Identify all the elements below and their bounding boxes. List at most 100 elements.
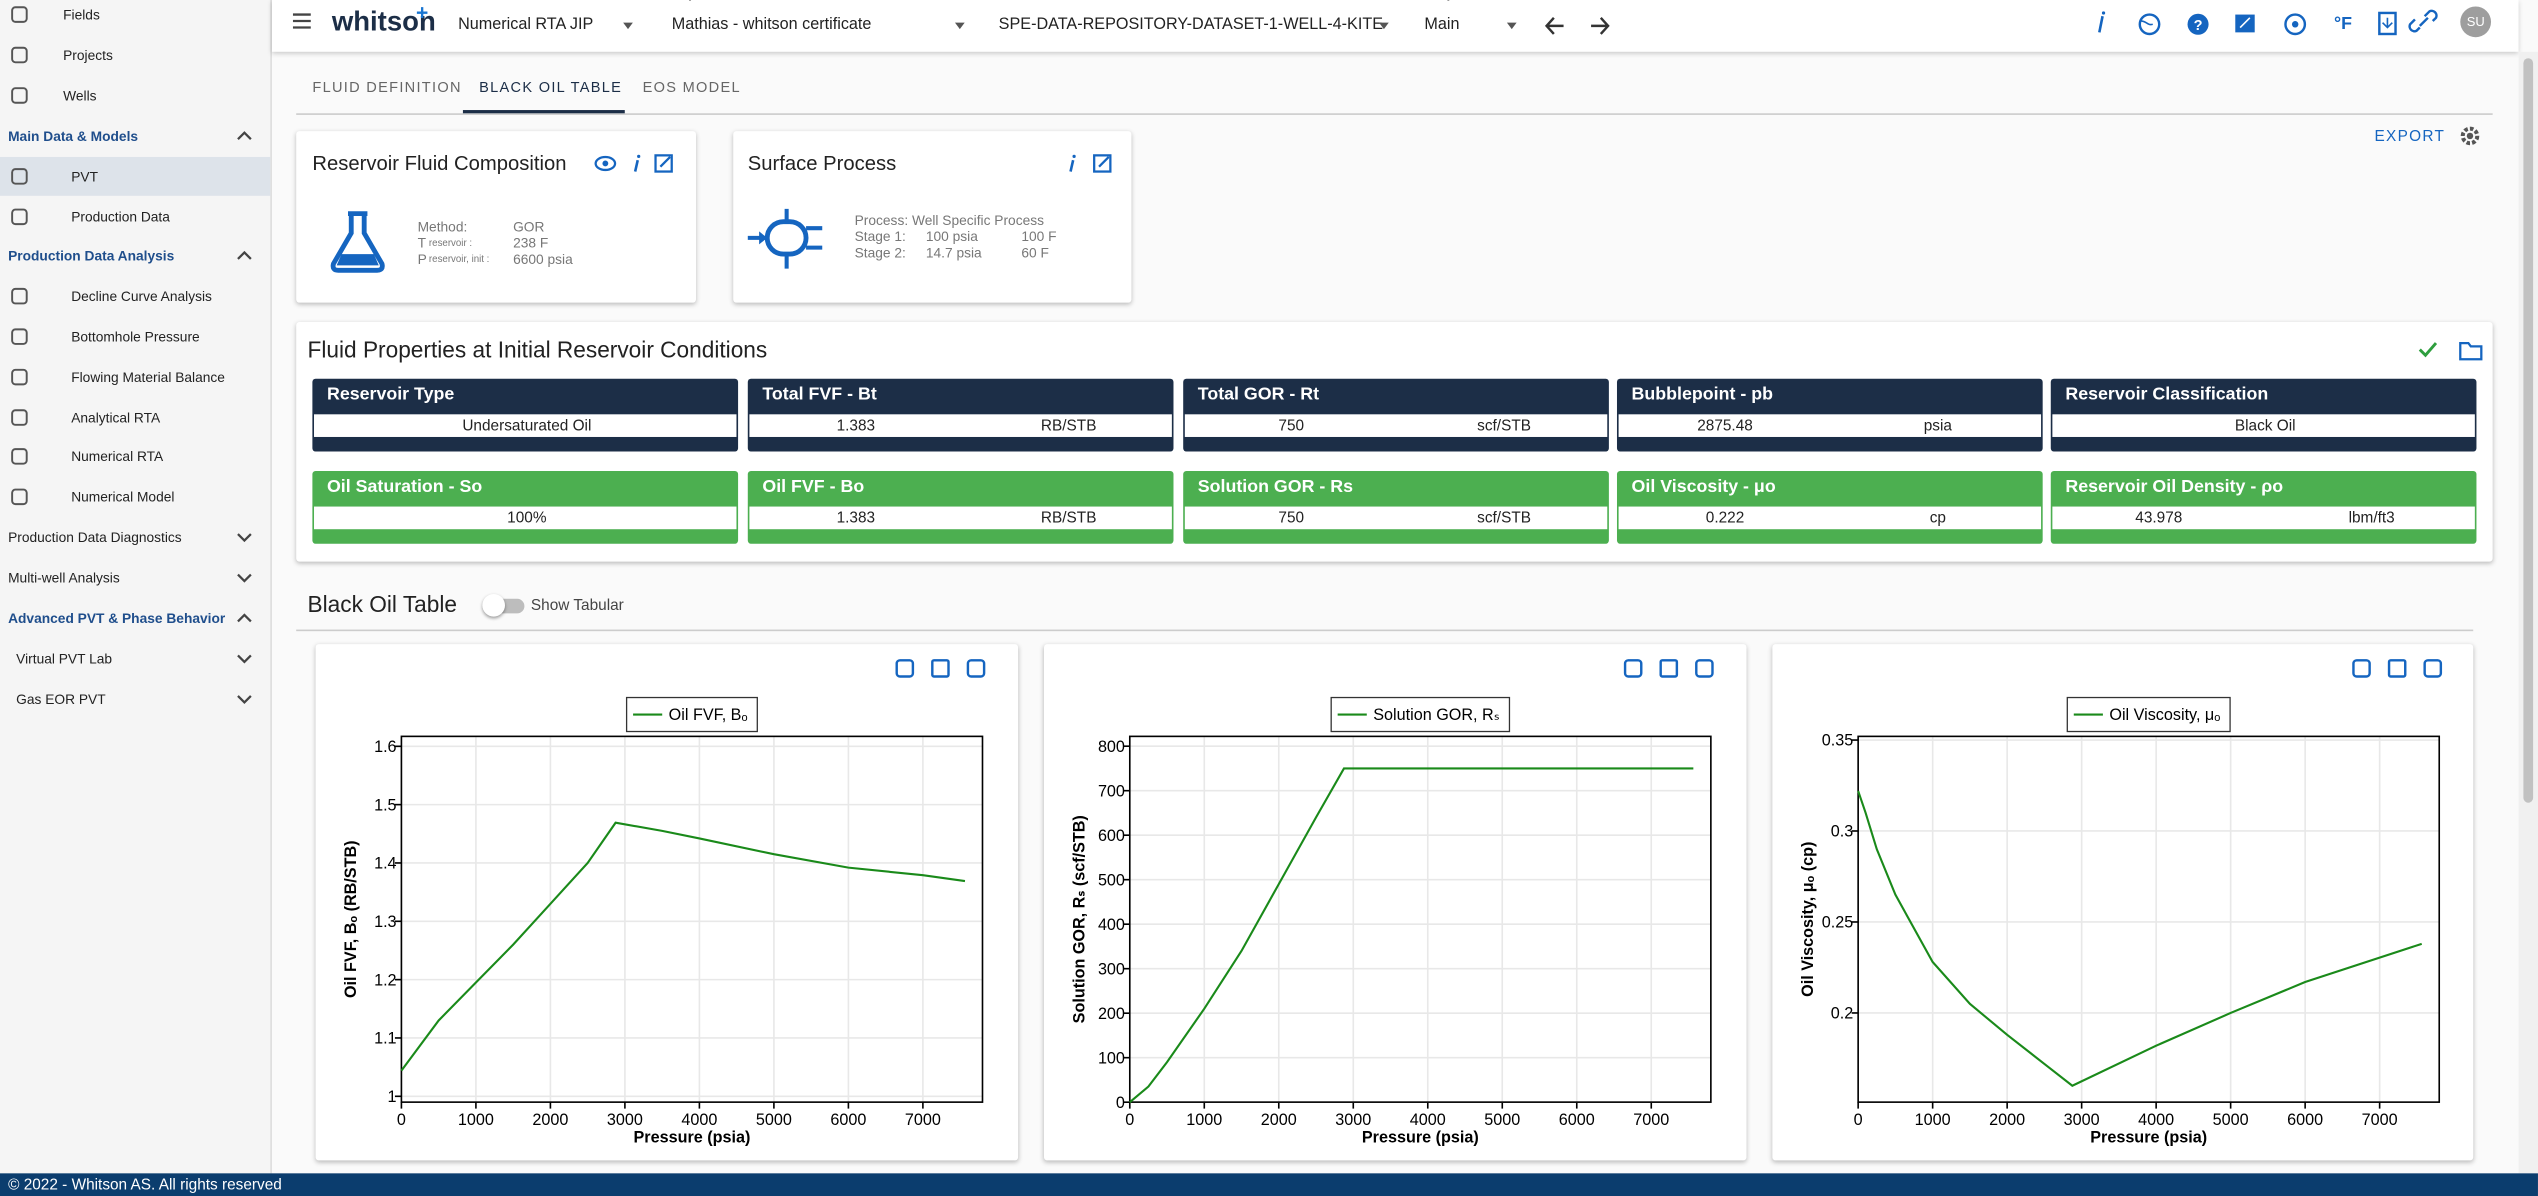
chart-tool-icon[interactable] — [1695, 659, 1714, 678]
nav-item[interactable]: Projects — [63, 46, 113, 64]
legend-label: Oil FVF, Bₒ — [669, 706, 748, 724]
chevron[interactable] — [236, 652, 252, 665]
nav-item[interactable]: Production Data — [71, 208, 170, 225]
nav-item[interactable]: PVT — [71, 168, 98, 185]
tile-unit: scf/STB — [1477, 509, 1531, 528]
row-label: T — [417, 234, 427, 251]
y-tick-label: 1.5 — [374, 796, 396, 814]
panel-icons[interactable] — [2417, 338, 2485, 361]
tile-title: Reservoir Classification — [2065, 385, 2269, 405]
card-icons[interactable] — [594, 152, 675, 175]
card-title: Reservoir Fluid Composition — [312, 152, 567, 175]
plot-border — [1128, 735, 1712, 1103]
nav-icon — [11, 328, 28, 346]
x-tick-label: 3000 — [1335, 1111, 1371, 1129]
y-tick-label: 100 — [1098, 1049, 1125, 1067]
y-tick-label: 1.4 — [374, 855, 396, 873]
tab[interactable]: BLACK OIL TABLE — [479, 79, 623, 96]
export-button[interactable]: EXPORT — [2374, 127, 2446, 146]
chart-tool-icon[interactable] — [1659, 659, 1679, 678]
chart-tool-icon[interactable] — [895, 659, 915, 678]
tile-title: Total GOR - Rt — [1197, 385, 1320, 405]
row-value: 238 F — [513, 234, 549, 251]
nav-item[interactable]: Decline Curve Analysis — [71, 288, 212, 305]
selector-value[interactable]: Numerical RTA JIP — [458, 16, 594, 34]
scrollbar[interactable] — [2518, 51, 2538, 1174]
settings-icon[interactable] — [2459, 125, 2482, 148]
toggle-knob[interactable] — [482, 593, 506, 617]
chevron[interactable] — [236, 250, 252, 263]
logo: whitson — [331, 6, 436, 38]
tile-body: 1.383 RB/STB — [749, 414, 1172, 437]
row-label: P — [417, 250, 427, 268]
nav-icon — [11, 408, 28, 425]
chart: 0 1000 2000 3000 4000 5000 6000 7000 1 1.1 1.2 1.3 1… — [342, 659, 986, 1147]
unit-toggle[interactable]: °F — [2334, 14, 2353, 34]
nav-item[interactable]: Numerical Model — [71, 488, 175, 505]
chevron[interactable] — [236, 530, 252, 543]
card-title: Surface Process — [747, 152, 897, 175]
tile-value: 43.978 — [2135, 509, 2183, 528]
x-tick-label: 7000 — [905, 1111, 941, 1129]
selector-caret[interactable] — [623, 22, 633, 30]
selector-caret[interactable] — [1379, 22, 1389, 30]
selector-value[interactable]: Main — [1424, 16, 1460, 34]
nav-item[interactable]: Main Data & Models — [8, 127, 139, 145]
nav-item[interactable]: Flowing Material Balance — [71, 368, 225, 385]
chevron[interactable] — [236, 129, 252, 142]
tile-title: Oil Viscosity - μo — [1631, 477, 1776, 497]
nav-item[interactable]: Production Data Analysis — [8, 248, 175, 265]
nav-item[interactable]: Advanced PVT & Phase Behavior — [8, 609, 226, 626]
x-tick-label: 4000 — [1410, 1111, 1446, 1129]
x-tick-label: 1000 — [1186, 1111, 1222, 1129]
chart-tool-icon[interactable] — [931, 659, 950, 678]
tab[interactable]: EOS MODEL — [642, 79, 741, 96]
tile-value: Black Oil — [2234, 417, 2296, 436]
nav-item[interactable]: Multi-well Analysis — [8, 569, 120, 586]
nav-item[interactable]: Bottomhole Pressure — [71, 328, 200, 345]
tile-value: 0.222 — [1705, 509, 1745, 528]
selector-label: Field — [458, 0, 483, 2]
chart-card: 0 1000 2000 3000 4000 5000 6000 7000 0 100 200 300 4… — [1043, 644, 1747, 1161]
card-icons[interactable] — [1060, 152, 1115, 175]
nav-item[interactable]: Virtual PVT Lab — [16, 649, 113, 667]
selector-caret[interactable] — [1506, 22, 1517, 30]
selector-value[interactable]: SPE-DATA-REPOSITORY-DATASET-1-WELL-4-KIT… — [998, 16, 1384, 34]
nav-item[interactable]: Fields — [63, 6, 100, 23]
nav-arrows[interactable] — [1544, 13, 1615, 39]
nav-item[interactable]: Wells — [63, 87, 97, 104]
chevron[interactable] — [236, 611, 252, 624]
nav-item[interactable]: Numerical RTA — [71, 448, 164, 465]
chevron[interactable] — [236, 571, 252, 584]
tab-indicator — [462, 110, 625, 114]
property-tile: Total GOR - Rt 750 scf/STB — [1183, 378, 1609, 452]
chart-tool-icon[interactable] — [2387, 659, 2407, 678]
tile-body: 750 scf/STB — [1184, 414, 1608, 437]
nav-icon — [11, 208, 28, 225]
series-line — [1129, 767, 1694, 1103]
property-tile: Total FVF - Bt 1.383 RB/STB — [747, 378, 1174, 452]
tile-value: 1.383 — [836, 509, 876, 528]
scrollbar-thumb[interactable] — [2523, 58, 2534, 803]
chart-tool-icon[interactable] — [1623, 659, 1643, 678]
tab[interactable]: FLUID DEFINITION — [312, 79, 462, 96]
menu-icon[interactable] — [291, 11, 314, 30]
nav-item[interactable]: Production Data Diagnostics — [8, 528, 182, 545]
surface-process-card: Surface Process Process: Well Specific P… — [733, 131, 1132, 303]
nav-item[interactable]: Analytical RTA — [71, 408, 161, 425]
selector-value[interactable]: Mathias - whitson certificate — [671, 16, 872, 34]
property-tile: Reservoir Oil Density - ρo 43.978 lbm/ft3 — [2050, 470, 2477, 544]
tile-title: Reservoir Type — [326, 385, 455, 405]
nav-item[interactable]: Gas EOR PVT — [16, 690, 106, 707]
y-tick-label: 0.25 — [1822, 914, 1853, 932]
toolbar-icons[interactable]: ? — [2088, 8, 2493, 40]
chart-tool-icon[interactable] — [2352, 659, 2371, 678]
chevron[interactable] — [236, 692, 252, 705]
series-line — [400, 821, 966, 1072]
selector-caret[interactable] — [954, 22, 965, 30]
x-tick-label: 2000 — [1261, 1111, 1297, 1129]
chart-tool-icon[interactable] — [2423, 659, 2443, 678]
avatar[interactable]: SU — [2460, 6, 2492, 38]
y-tick-label: 500 — [1098, 871, 1125, 889]
chart-tool-icon[interactable] — [966, 659, 986, 678]
